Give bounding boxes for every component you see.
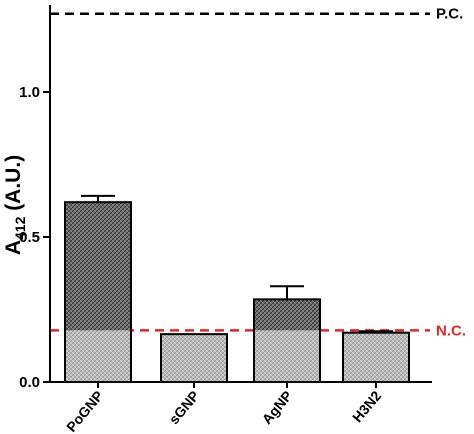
x-tick-label: AgNP bbox=[259, 388, 296, 427]
x-tick-label: H3N2 bbox=[349, 387, 384, 425]
y-axis-label-main: A bbox=[2, 240, 25, 255]
y-axis-label-unit: (A.U.) bbox=[2, 155, 25, 217]
x-ticks: PoGNP sGNP AgNP H3N2 bbox=[63, 382, 384, 434]
bars bbox=[64, 194, 410, 384]
y-tick-label: 0.0 bbox=[19, 374, 40, 391]
bar-lower-fill bbox=[161, 334, 227, 382]
y-ticks: 0.0 0.5 1.0 bbox=[19, 84, 50, 391]
y-tick-label: 0.5 bbox=[19, 229, 40, 246]
x-tick-label: PoGNP bbox=[63, 388, 106, 434]
y-tick-label: 1.0 bbox=[19, 84, 40, 101]
bar-upper-fill bbox=[65, 202, 131, 331]
y-axis-label-subscript: 412 bbox=[12, 216, 28, 240]
axes bbox=[49, 5, 432, 383]
reference-line-label: P.C. bbox=[436, 6, 463, 23]
bar-lower-fill bbox=[65, 330, 131, 382]
x-tick-label: sGNP bbox=[166, 388, 203, 427]
bar-lower-fill bbox=[343, 332, 409, 382]
reference-line-label: N.C. bbox=[436, 322, 466, 339]
bar-lower-fill bbox=[254, 330, 320, 382]
y-axis-label: A412 (A.U.) bbox=[2, 155, 28, 255]
bar-upper-fill bbox=[254, 299, 320, 331]
